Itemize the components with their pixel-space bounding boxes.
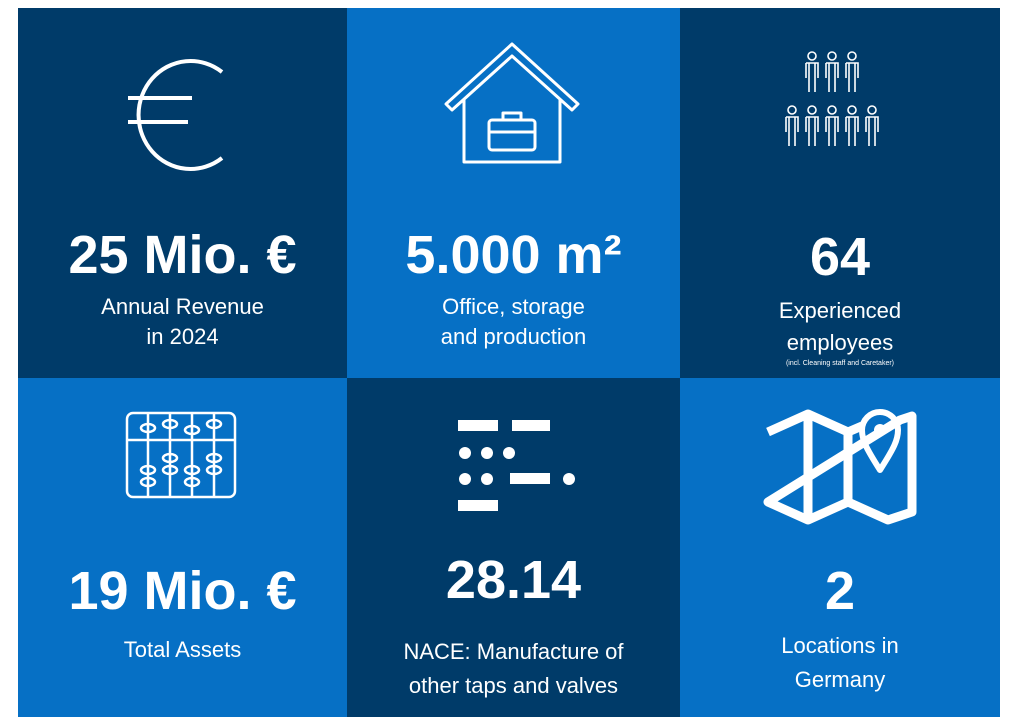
map-icon	[763, 409, 917, 525]
tile-label: Germany	[794, 667, 886, 692]
tile-assets: 19 Mio. € Total Assets	[18, 378, 347, 717]
tile-nace: 28.14 NACE: Manufacture of other taps an…	[347, 378, 680, 717]
tile-label: in 2024	[146, 324, 219, 349]
tile-locations: 2 Locations in Germany	[680, 378, 1000, 717]
abacus-icon	[125, 411, 237, 499]
tile-note: (incl. Cleaning staff and Caretaker)	[785, 360, 895, 367]
tile-label: Locations in	[781, 633, 899, 658]
tile-label: Office, storage	[442, 294, 585, 319]
tile-label: NACE: Manufacture of	[403, 639, 624, 664]
tile-value: 2	[824, 561, 856, 621]
euro-icon	[128, 59, 224, 171]
tile-revenue: 25 Mio. € Annual Revenue in 2024	[18, 8, 347, 378]
tile-label: Total Assets	[123, 637, 242, 662]
tile-label: other taps and valves	[408, 673, 619, 698]
tile-value: 28.14	[445, 550, 582, 610]
tile-value: 5.000 m²	[405, 225, 622, 285]
tile-label: Experienced	[778, 298, 902, 323]
code-icon	[458, 420, 575, 511]
house-icon	[444, 42, 580, 164]
tile-value: 64	[809, 227, 871, 287]
tile-label: employees	[786, 330, 894, 355]
tile-label: Annual Revenue	[101, 294, 264, 319]
tile-area: 5.000 m² Office, storage and production	[347, 8, 680, 378]
tile-value: 25 Mio. €	[68, 225, 297, 285]
people-icon	[785, 51, 879, 147]
tile-employees: 64 Experienced employees (incl. Cleaning…	[680, 8, 1000, 378]
tile-label: and production	[440, 324, 587, 349]
tile-value: 19 Mio. €	[68, 561, 297, 621]
